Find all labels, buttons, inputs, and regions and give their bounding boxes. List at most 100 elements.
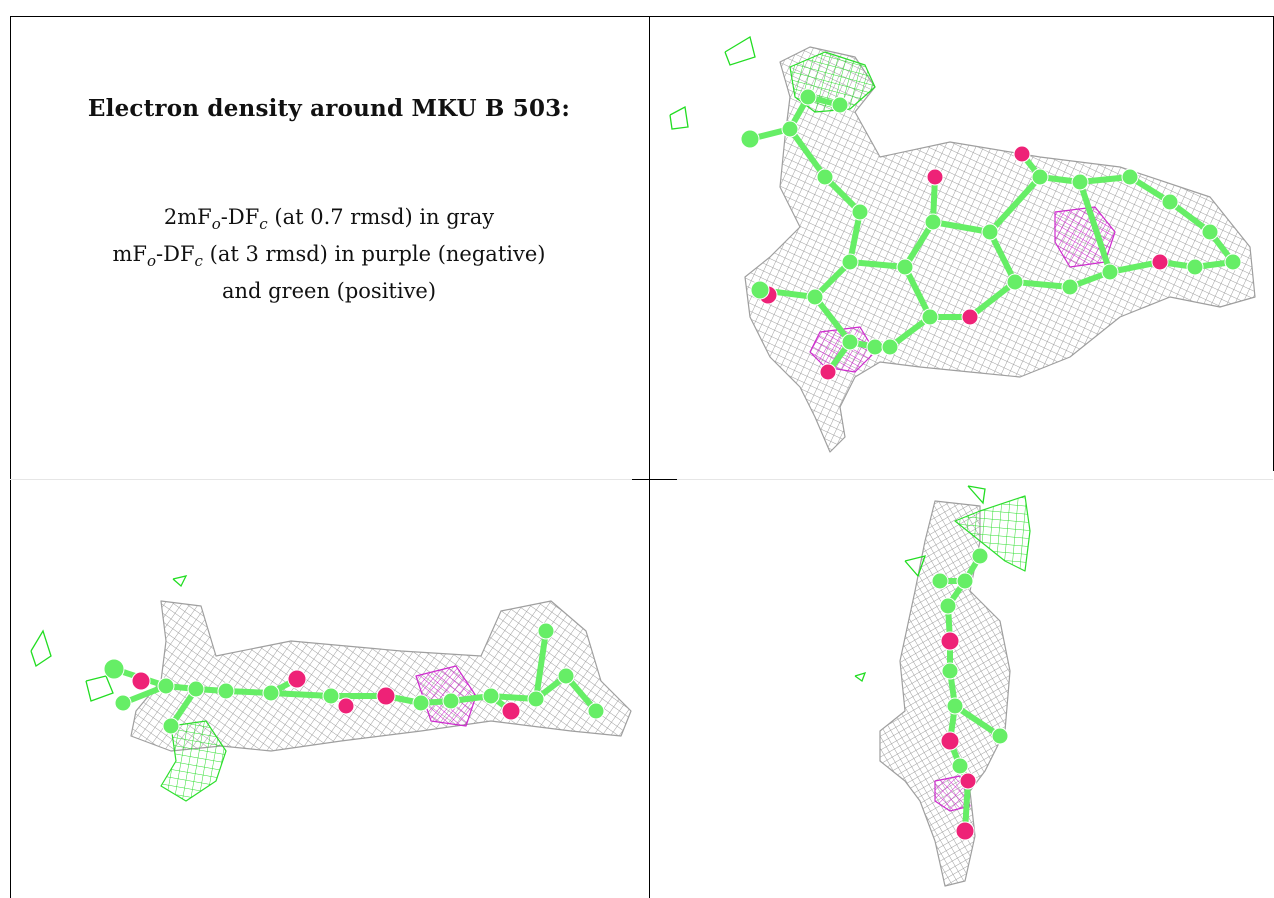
density-map-face-on (669, 35, 1256, 453)
bond (967, 279, 1018, 320)
bond (902, 219, 936, 270)
legend-line-gray: 2mFo-DFc (at 0.7 rmsd) in gray (163, 205, 495, 234)
density-view-top-right (650, 17, 1273, 478)
oxygen-atom (131, 671, 151, 691)
carbon-atom (956, 572, 974, 590)
oxygen-atom (940, 731, 960, 751)
carbon-atom (841, 333, 859, 351)
carbon-atom (262, 684, 280, 702)
carbon-atom (412, 694, 430, 712)
carbon-atom (971, 547, 989, 565)
density-map-edge-on (30, 575, 632, 802)
oxygen-atom (959, 772, 977, 790)
carbon-atom (157, 677, 175, 695)
carbon-atom (1006, 273, 1024, 291)
carbon-atom (322, 687, 340, 705)
green-positive-mesh (30, 629, 52, 668)
green-positive-mesh (967, 485, 986, 505)
bond (902, 264, 933, 320)
carbon-atom (537, 622, 555, 640)
carbon-atom (806, 288, 824, 306)
carbon-atom (1101, 263, 1119, 281)
carbon-atom (781, 120, 799, 138)
carbon-atom (587, 702, 605, 720)
carbon-atom (1121, 168, 1139, 186)
divider-vertical (649, 16, 650, 898)
caption-cell: Electron density around MKU B 503: 2mFo-… (10, 95, 648, 306)
legend-line-purple: mFo-DFc (at 3 rmsd) in purple (negative) (112, 242, 546, 271)
carbon-atom (951, 757, 969, 775)
bond (952, 703, 1003, 739)
bond (268, 690, 334, 699)
carbon-atom (881, 338, 899, 356)
bond (787, 126, 828, 180)
border-left (10, 16, 11, 898)
carbon-atom (991, 727, 1009, 745)
green-positive-mesh (669, 105, 689, 130)
oxygen-atom (376, 686, 396, 706)
molecule-atoms (740, 88, 1242, 381)
green-positive-mesh (904, 555, 927, 578)
carbon-atom (1071, 173, 1089, 191)
caption-legend: 2mFo-DFc (at 0.7 rmsd) in gray mFo-DFc (… (10, 202, 648, 306)
oxygen-atom (1151, 253, 1169, 271)
divider-horizontal-left (10, 479, 649, 480)
green-positive-mesh (854, 672, 867, 683)
carbon-atom (851, 203, 869, 221)
carbon-atom (1186, 258, 1204, 276)
carbon-atom (799, 88, 817, 106)
carbon-atom (1061, 278, 1079, 296)
carbon-atom (1161, 193, 1179, 211)
carbon-atom (1201, 223, 1219, 241)
oxygen-atom (337, 697, 355, 715)
molecule-atoms (103, 622, 605, 735)
oxygen-atom (287, 669, 307, 689)
carbon-atom (162, 717, 180, 735)
oxygen-atom (501, 701, 521, 721)
bond (1012, 279, 1073, 290)
green-positive-mesh (85, 675, 114, 702)
carbon-atom (831, 96, 849, 114)
oxygen-atom (955, 821, 975, 841)
bond (533, 628, 549, 702)
density-map-end-on (854, 485, 1031, 887)
carbon-atom (946, 697, 964, 715)
carbon-atom (931, 572, 949, 590)
bond (930, 219, 993, 235)
oxygen-atom (1013, 145, 1031, 163)
carbon-atom (816, 168, 834, 186)
green-positive-mesh (954, 495, 1031, 572)
carbon-atom (187, 680, 205, 698)
gray-density-mesh (879, 500, 1011, 887)
carbon-atom (866, 338, 884, 356)
legend-line-green: and green (positive) (221, 279, 437, 304)
carbon-atom (740, 129, 760, 149)
carbon-atom (482, 687, 500, 705)
carbon-atom (557, 667, 575, 685)
density-view-bottom-left (11, 481, 648, 898)
carbon-atom (750, 280, 770, 300)
carbon-atom (442, 692, 460, 710)
density-view-bottom-right (650, 481, 1273, 898)
oxygen-atom (940, 631, 960, 651)
carbon-atom (981, 223, 999, 241)
green-positive-mesh (724, 35, 756, 66)
bond (812, 294, 853, 345)
divider-horizontal-mid (632, 479, 677, 480)
carbon-atom (896, 258, 914, 276)
oxygen-atom (819, 363, 837, 381)
carbon-atom (924, 213, 942, 231)
bond (987, 174, 1043, 235)
border-top (10, 16, 1274, 17)
divider-horizontal-right (677, 479, 1273, 480)
carbon-atom (527, 690, 545, 708)
bond (1077, 179, 1113, 275)
green-positive-mesh (160, 720, 227, 802)
molecule-atoms (931, 547, 1009, 841)
caption-title: Electron density around MKU B 503: (87, 95, 571, 122)
oxygen-atom (926, 168, 944, 186)
carbon-atom (941, 662, 959, 680)
green-positive-mesh (172, 575, 188, 588)
carbon-atom (939, 597, 957, 615)
bond (847, 259, 908, 270)
